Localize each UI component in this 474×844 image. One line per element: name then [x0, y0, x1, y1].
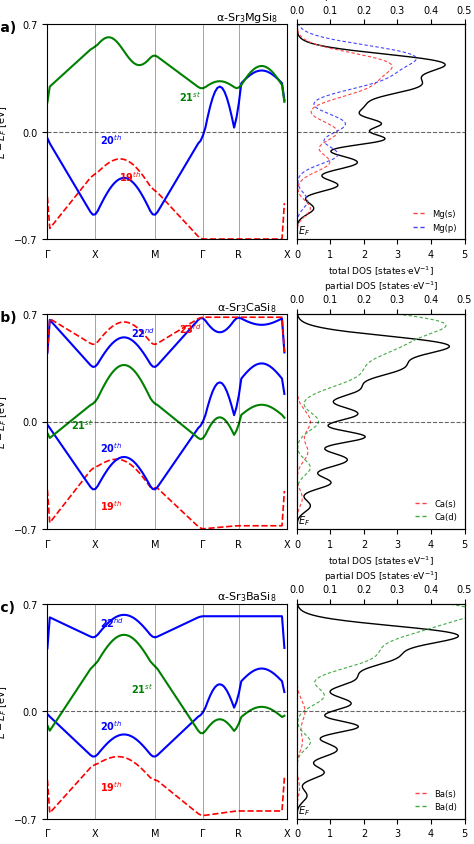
Text: 21$^{st}$: 21$^{st}$: [131, 681, 153, 695]
X-axis label: partial DOS [states·eV$^{-1}$]: partial DOS [states·eV$^{-1}$]: [324, 569, 438, 583]
Text: $E_F$: $E_F$: [298, 224, 310, 238]
Text: 19$^{th}$: 19$^{th}$: [100, 779, 122, 793]
Title: α-Sr$_3$CaSi$_8$: α-Sr$_3$CaSi$_8$: [217, 300, 276, 314]
X-axis label: total DOS [states·eV$^{-1}$]: total DOS [states·eV$^{-1}$]: [328, 555, 434, 568]
Text: (c): (c): [0, 600, 16, 614]
Text: 21$^{st}$: 21$^{st}$: [72, 418, 93, 431]
Legend: Mg(s), Mg(p): Mg(s), Mg(p): [410, 207, 460, 235]
Y-axis label: $E-E_F$ [eV]: $E-E_F$ [eV]: [0, 396, 9, 448]
Text: 20$^{th}$: 20$^{th}$: [100, 133, 122, 147]
Legend: Ca(s), Ca(d): Ca(s), Ca(d): [411, 496, 460, 525]
Y-axis label: $E-E_F$ [eV]: $E-E_F$ [eV]: [0, 685, 9, 738]
Text: 20$^{th}$: 20$^{th}$: [100, 441, 122, 455]
Text: (a): (a): [0, 21, 17, 35]
Text: $E_F$: $E_F$: [298, 803, 310, 816]
Title: α-Sr$_3$MgSi$_8$: α-Sr$_3$MgSi$_8$: [216, 11, 277, 25]
Text: $E_F$: $E_F$: [298, 513, 310, 527]
Text: (b): (b): [0, 311, 18, 324]
Text: 19$^{th}$: 19$^{th}$: [119, 170, 141, 183]
Title: α-Sr$_3$BaSi$_8$: α-Sr$_3$BaSi$_8$: [217, 590, 276, 603]
Text: 20$^{th}$: 20$^{th}$: [100, 718, 122, 732]
X-axis label: total DOS [states·eV$^{-1}$]: total DOS [states·eV$^{-1}$]: [328, 265, 434, 279]
X-axis label: partial DOS [states·eV$^{-1}$]: partial DOS [states·eV$^{-1}$]: [324, 0, 438, 4]
Text: 22$^{nd}$: 22$^{nd}$: [131, 326, 155, 340]
Text: 19$^{th}$: 19$^{th}$: [100, 499, 122, 513]
Text: 23$^{rd}$: 23$^{rd}$: [179, 322, 202, 335]
Text: 22$^{nd}$: 22$^{nd}$: [100, 615, 124, 630]
X-axis label: partial DOS [states·eV$^{-1}$]: partial DOS [states·eV$^{-1}$]: [324, 279, 438, 294]
Legend: Ba(s), Ba(d): Ba(s), Ba(d): [411, 786, 460, 814]
Text: 21$^{st}$: 21$^{st}$: [179, 90, 201, 104]
Y-axis label: $E-E_F$ [eV]: $E-E_F$ [eV]: [0, 106, 9, 159]
